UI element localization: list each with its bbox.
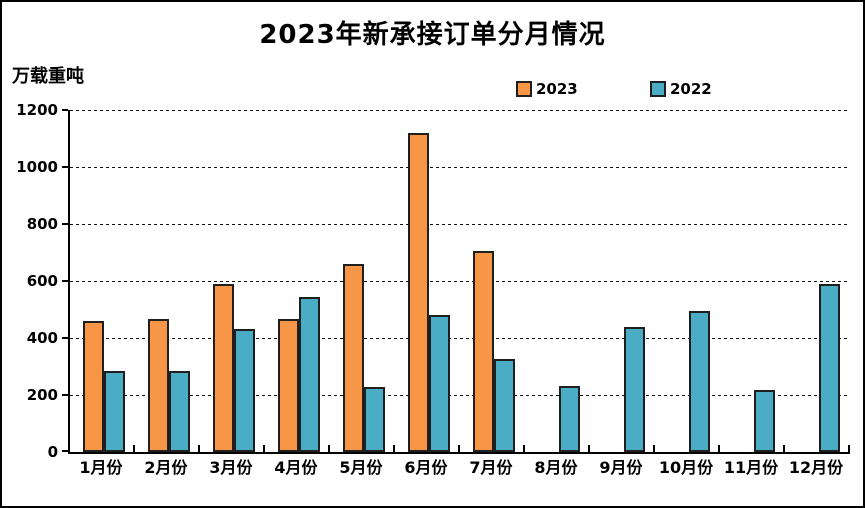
y-axis-label-1200: 1200 bbox=[16, 101, 58, 119]
x-axis-tick-5 bbox=[393, 445, 395, 452]
y-axis-label-0: 0 bbox=[47, 443, 58, 461]
legend-label-2023: 2023 bbox=[536, 79, 578, 98]
bar-2022-7月份 bbox=[494, 359, 515, 452]
gridline-200 bbox=[70, 395, 850, 396]
x-axis-label-4月份: 4月份 bbox=[274, 458, 318, 477]
x-axis-label-8月份: 8月份 bbox=[534, 458, 578, 477]
plot-area bbox=[62, 109, 850, 454]
y-axis-label-600: 600 bbox=[26, 272, 58, 290]
x-axis-label-1月份: 1月份 bbox=[79, 458, 123, 477]
x-axis-label-11月份: 11月份 bbox=[723, 458, 779, 477]
legend-item-2023: 2023 bbox=[516, 81, 578, 97]
y-axis-label-800: 800 bbox=[26, 215, 58, 233]
y-axis-tick-1000 bbox=[62, 166, 68, 168]
bar-2022-1月份 bbox=[104, 371, 125, 452]
x-axis-tick-2 bbox=[198, 445, 200, 452]
legend-swatch-2022-icon bbox=[650, 81, 666, 97]
y-axis-tick-200 bbox=[62, 394, 68, 396]
bar-2023-1月份 bbox=[83, 321, 104, 452]
x-axis-label-2月份: 2月份 bbox=[144, 458, 188, 477]
x-axis-label-10月份: 10月份 bbox=[658, 458, 714, 477]
gridline-400 bbox=[70, 338, 850, 339]
x-axis-tick-6 bbox=[458, 445, 460, 452]
x-axis-tick-3 bbox=[263, 445, 265, 452]
y-axis-label-200: 200 bbox=[26, 386, 58, 404]
x-axis-label-12月份: 12月份 bbox=[788, 458, 844, 477]
y-axis-tick-400 bbox=[62, 337, 68, 339]
x-axis-tick-8 bbox=[588, 445, 590, 452]
bar-2022-8月份 bbox=[559, 386, 580, 452]
legend-swatch-2023-icon bbox=[516, 81, 532, 97]
y-axis-tick-1200 bbox=[62, 109, 68, 111]
bar-2023-7月份 bbox=[473, 251, 494, 452]
x-axis-label-3月份: 3月份 bbox=[209, 458, 253, 477]
y-axis-label-1000: 1000 bbox=[16, 158, 58, 176]
x-axis-label-9月份: 9月份 bbox=[599, 458, 643, 477]
bar-2022-6月份 bbox=[429, 315, 450, 452]
x-axis-tick-9 bbox=[653, 445, 655, 452]
bar-2023-3月份 bbox=[213, 284, 234, 452]
x-axis-tick-1 bbox=[133, 445, 135, 452]
y-axis-tick-600 bbox=[62, 280, 68, 282]
bar-2023-5月份 bbox=[343, 264, 364, 452]
x-axis-tick-7 bbox=[523, 445, 525, 452]
gridline-1200 bbox=[70, 110, 850, 111]
x-axis-label-7月份: 7月份 bbox=[469, 458, 513, 477]
bar-2022-5月份 bbox=[364, 387, 385, 452]
bar-2022-12月份 bbox=[819, 284, 840, 452]
gridline-600 bbox=[70, 281, 850, 282]
y-axis-tick-0 bbox=[62, 450, 68, 452]
x-axis-tick-12 bbox=[848, 445, 850, 452]
bar-2022-2月份 bbox=[169, 371, 190, 452]
bar-2023-4月份 bbox=[278, 319, 299, 452]
bar-2022-11月份 bbox=[754, 390, 775, 452]
gridline-1000 bbox=[70, 167, 850, 168]
legend-item-2022: 2022 bbox=[650, 81, 712, 97]
x-axis-label-6月份: 6月份 bbox=[404, 458, 448, 477]
bar-2022-9月份 bbox=[624, 327, 645, 452]
y-axis-tick-800 bbox=[62, 223, 68, 225]
bar-2023-6月份 bbox=[408, 133, 429, 452]
x-axis-tick-4 bbox=[328, 445, 330, 452]
x-axis-tick-11 bbox=[783, 445, 785, 452]
gridline-800 bbox=[70, 224, 850, 225]
x-axis-tick-10 bbox=[718, 445, 720, 452]
bar-2022-3月份 bbox=[234, 329, 255, 452]
bar-2023-2月份 bbox=[148, 319, 169, 452]
y-axis-unit-label: 万载重吨 bbox=[12, 66, 84, 87]
bar-2022-10月份 bbox=[689, 311, 710, 452]
y-axis-label-400: 400 bbox=[26, 329, 58, 347]
chart-title: 2023年新承接订单分月情况 bbox=[259, 20, 606, 50]
x-axis-label-5月份: 5月份 bbox=[339, 458, 383, 477]
bar-2022-4月份 bbox=[299, 297, 320, 452]
legend-label-2022: 2022 bbox=[670, 79, 712, 98]
